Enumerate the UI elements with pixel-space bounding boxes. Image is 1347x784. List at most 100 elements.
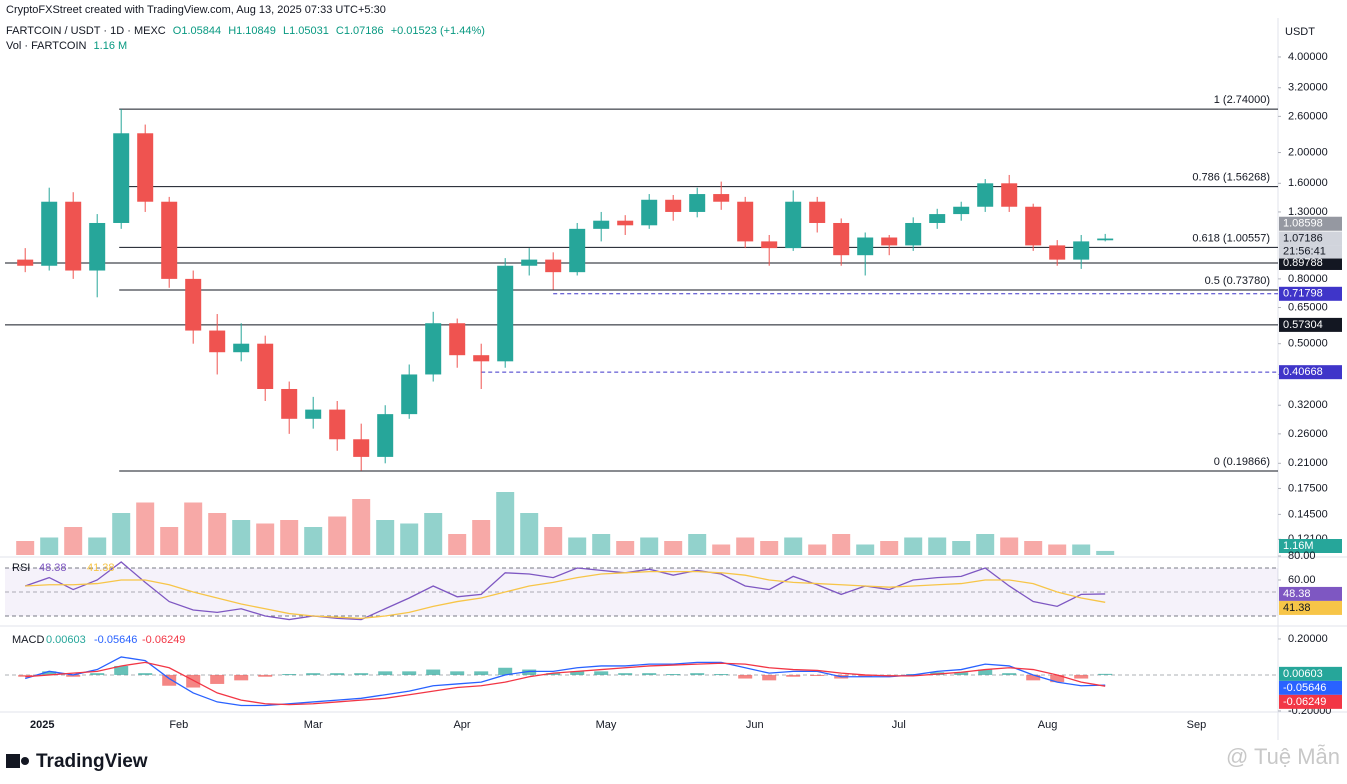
- volume-bar: [496, 492, 515, 555]
- candle-body: [881, 237, 898, 246]
- candle-body: [953, 206, 970, 215]
- candle-body: [1097, 238, 1114, 241]
- candle-body: [89, 222, 106, 271]
- histogram-bar: [1050, 674, 1065, 683]
- volume-bar: [376, 520, 395, 555]
- price-badge-bg: [1279, 365, 1342, 380]
- volume-bar: [784, 537, 803, 555]
- histogram-bar: [786, 674, 801, 677]
- candle-body: [569, 228, 586, 273]
- volume-bar: [1000, 537, 1019, 555]
- value-badge-bg: [1279, 666, 1342, 681]
- price-badge-bg: [1279, 216, 1342, 231]
- volume-bar: [928, 537, 947, 555]
- value-badge-bg: [1279, 680, 1342, 695]
- histogram-bar: [810, 674, 825, 676]
- x-tick-label: May: [596, 719, 617, 731]
- candle-body: [521, 259, 538, 266]
- value-badge: 48.38: [1283, 588, 1311, 600]
- histogram-bar: [714, 674, 729, 676]
- price-badge: 0.40668: [1283, 366, 1323, 378]
- volume-bar: [760, 541, 779, 555]
- histogram-bar: [642, 673, 657, 675]
- histogram-bar: [522, 669, 537, 675]
- logo: [6, 754, 29, 768]
- histogram-bar: [858, 674, 873, 677]
- volume-value: 1.16 M: [93, 40, 128, 52]
- histogram-bar: [738, 674, 753, 679]
- volume-bar: [544, 527, 563, 555]
- y-tick-label: 0.80000: [1288, 273, 1328, 285]
- price-badge: 1.07186: [1283, 232, 1323, 244]
- histogram-bar: [546, 673, 561, 675]
- candle-body: [545, 259, 562, 273]
- x-tick-label: Jun: [746, 719, 764, 731]
- countdown: 21:56:41: [1283, 245, 1326, 257]
- y-tick-label: 1.60000: [1288, 177, 1328, 189]
- y-tick-label: 2.00000: [1288, 146, 1328, 158]
- y-tick-label: 0.65000: [1288, 301, 1328, 313]
- candle-body: [833, 222, 850, 256]
- volume-bar: [904, 537, 923, 555]
- histogram-bar: [210, 674, 225, 684]
- histogram-bar: [954, 672, 969, 675]
- candle-body: [305, 409, 322, 419]
- y-tick-label: 0.21000: [1288, 457, 1328, 469]
- candle-body: [65, 201, 82, 271]
- y-tick-label: 2.60000: [1288, 110, 1328, 122]
- y-tick-label: 0.50000: [1288, 338, 1328, 350]
- value-badge-bg: [1279, 600, 1342, 615]
- histogram-bar: [1074, 674, 1089, 679]
- volume-bar: [520, 513, 539, 555]
- candle-body: [1049, 245, 1066, 260]
- price-badge: 0.71798: [1283, 288, 1323, 300]
- candle-body: [329, 409, 346, 440]
- volume-bar: [328, 516, 347, 555]
- candle-body: [497, 265, 514, 362]
- y-tick-label: 0.17500: [1288, 482, 1328, 494]
- candle-body: [41, 201, 58, 266]
- histogram-bar: [498, 667, 513, 675]
- histogram-bar: [258, 674, 273, 677]
- volume-bar: [184, 502, 203, 555]
- fib-label: 0.618 (1.00557): [1192, 232, 1270, 244]
- volume-bar: [424, 513, 443, 555]
- watermark: @ Tuệ Mẫn: [1226, 744, 1340, 769]
- indicator-line: [25, 661, 1106, 706]
- candle-body: [401, 374, 418, 415]
- candle-body: [689, 194, 706, 212]
- indicator-line: [25, 656, 1106, 707]
- volume-legend: Vol · FARTCOIN 1.16 M: [6, 40, 131, 52]
- candle-body: [185, 278, 202, 331]
- value-badge: -0.06249: [1283, 696, 1326, 708]
- credit: CryptoFXStreet created with TradingView.…: [6, 4, 386, 16]
- volume-bar: [952, 541, 971, 555]
- volume-bar: [208, 513, 227, 555]
- value-badge-bg: [1279, 694, 1342, 709]
- volume-bar: [352, 499, 371, 555]
- candle-body: [809, 201, 826, 223]
- change-value: +0.01523 (+1.44%): [390, 25, 485, 37]
- volume-bar: [472, 520, 491, 555]
- histogram-bar: [162, 674, 177, 686]
- histogram-bar: [354, 673, 369, 675]
- histogram-bar: [378, 671, 393, 675]
- legend-value: 48.38: [39, 562, 67, 574]
- volume-bar: [1024, 541, 1043, 555]
- x-tick-label: 2025: [30, 719, 54, 731]
- volume-bar: [616, 541, 635, 555]
- volume-bar: [160, 527, 179, 555]
- volume-bar: [688, 534, 707, 555]
- volume-bar: [736, 537, 755, 555]
- volume-badge-bg: [1279, 539, 1342, 553]
- histogram-bar: [618, 673, 633, 675]
- countdown-bg: [1279, 245, 1342, 259]
- volume-bar: [64, 527, 83, 555]
- candle-body: [761, 241, 778, 249]
- volume-bar: [88, 537, 107, 555]
- volume-bar: [256, 523, 275, 555]
- y-tick-label: 0.26000: [1288, 428, 1328, 440]
- histogram-bar: [762, 674, 777, 681]
